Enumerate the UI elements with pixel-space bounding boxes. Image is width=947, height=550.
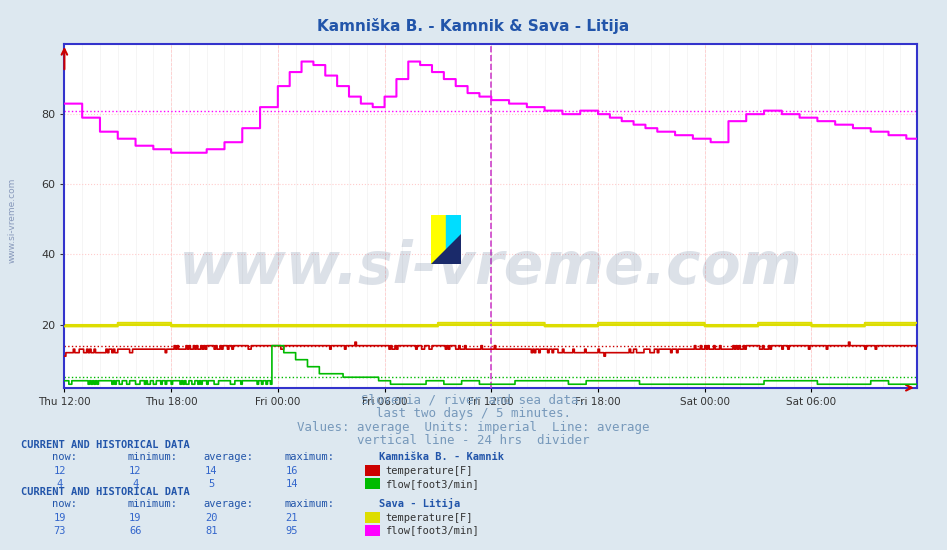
Text: maximum:: maximum:: [284, 452, 334, 463]
Text: 4: 4: [57, 478, 63, 489]
Text: Kamniška B. - Kamnik: Kamniška B. - Kamnik: [379, 452, 504, 463]
Text: temperature[F]: temperature[F]: [385, 513, 473, 523]
Text: minimum:: minimum:: [128, 452, 178, 463]
Text: CURRENT AND HISTORICAL DATA: CURRENT AND HISTORICAL DATA: [21, 440, 189, 450]
Text: 16: 16: [285, 466, 298, 476]
Text: now:: now:: [52, 499, 77, 509]
Text: 66: 66: [129, 525, 142, 536]
Text: average:: average:: [204, 499, 254, 509]
Text: average:: average:: [204, 452, 254, 463]
Text: 81: 81: [205, 525, 218, 536]
Text: 14: 14: [205, 466, 218, 476]
Text: Kamniška B. - Kamnik & Sava - Litija: Kamniška B. - Kamnik & Sava - Litija: [317, 18, 630, 34]
Bar: [446, 214, 461, 264]
Text: Slovenia / river and sea data.: Slovenia / river and sea data.: [361, 393, 586, 406]
Text: 5: 5: [208, 478, 214, 489]
Text: 95: 95: [285, 525, 298, 536]
Text: flow[foot3/min]: flow[foot3/min]: [385, 525, 479, 536]
Text: 21: 21: [285, 513, 298, 523]
Text: Sava - Litija: Sava - Litija: [379, 498, 460, 509]
Text: www.si-vreme.com: www.si-vreme.com: [179, 239, 802, 296]
Text: maximum:: maximum:: [284, 499, 334, 509]
Polygon shape: [431, 234, 461, 264]
Text: last two days / 5 minutes.: last two days / 5 minutes.: [376, 407, 571, 420]
Text: 12: 12: [53, 466, 66, 476]
Text: Values: average  Units: imperial  Line: average: Values: average Units: imperial Line: av…: [297, 421, 650, 434]
Text: 73: 73: [53, 525, 66, 536]
Bar: [431, 214, 446, 264]
Text: www.si-vreme.com: www.si-vreme.com: [8, 177, 17, 263]
Text: 20: 20: [205, 513, 218, 523]
Text: flow[foot3/min]: flow[foot3/min]: [385, 478, 479, 489]
Text: vertical line - 24 hrs  divider: vertical line - 24 hrs divider: [357, 434, 590, 448]
Text: 19: 19: [53, 513, 66, 523]
Text: 4: 4: [133, 478, 138, 489]
Text: 19: 19: [129, 513, 142, 523]
Text: 12: 12: [129, 466, 142, 476]
Text: 14: 14: [285, 478, 298, 489]
Text: temperature[F]: temperature[F]: [385, 466, 473, 476]
Text: now:: now:: [52, 452, 77, 463]
Text: CURRENT AND HISTORICAL DATA: CURRENT AND HISTORICAL DATA: [21, 487, 189, 497]
Text: minimum:: minimum:: [128, 499, 178, 509]
